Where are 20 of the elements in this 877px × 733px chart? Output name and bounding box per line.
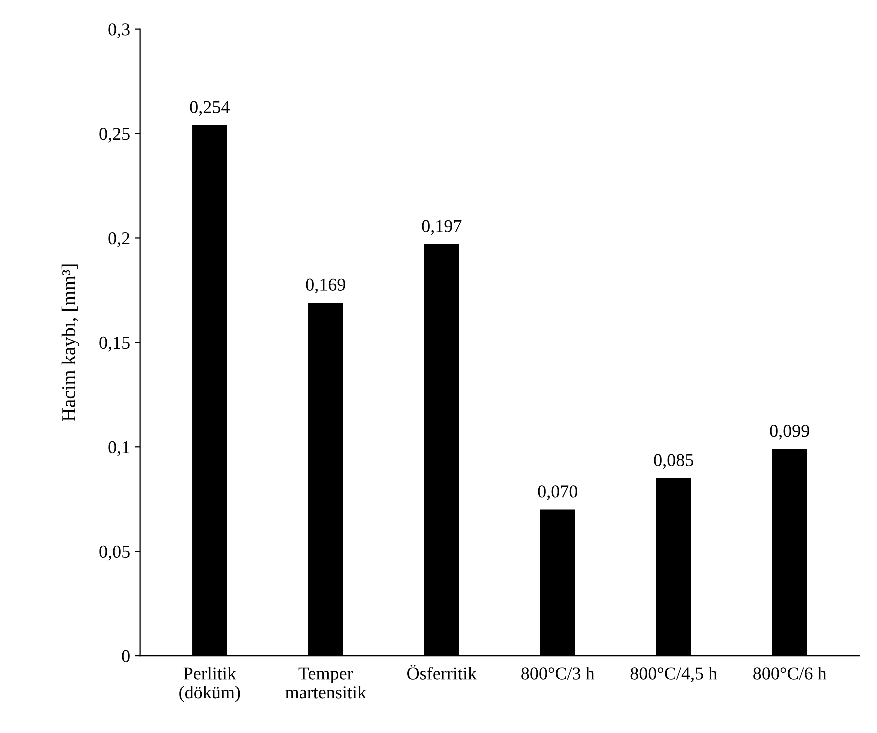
y-tick-label: 0,05 xyxy=(100,546,130,561)
data-label: 0,169 xyxy=(306,278,346,294)
data-label: 0,085 xyxy=(654,454,694,470)
x-tick-label: Temper martensitik xyxy=(286,668,367,699)
x-tick-label: Perlitik (döküm) xyxy=(180,667,240,702)
x-tick-label: 800°C/3 h xyxy=(522,667,595,680)
data-label: 0,197 xyxy=(422,220,462,236)
y-tick-label: 0,15 xyxy=(100,336,130,352)
data-label: 0,254 xyxy=(190,101,230,116)
x-tick-label: Ösferritik xyxy=(408,665,477,680)
data-label: 0,070 xyxy=(538,486,578,500)
y-axis-title: Hacim kaybı, [mm³] xyxy=(62,264,80,422)
y-tick-label: 0,1 xyxy=(108,441,130,456)
y-tick-label: 0 xyxy=(122,650,130,662)
x-tick-label: 800°C/4,5 h xyxy=(630,667,718,682)
x-tick-label: 800°C/6 h xyxy=(754,667,827,680)
y-tick-label: 0,2 xyxy=(108,232,130,248)
data-label: 0,099 xyxy=(770,425,810,440)
y-tick-label: 0,25 xyxy=(100,128,130,143)
y-tick-label: 0,3 xyxy=(108,24,130,38)
